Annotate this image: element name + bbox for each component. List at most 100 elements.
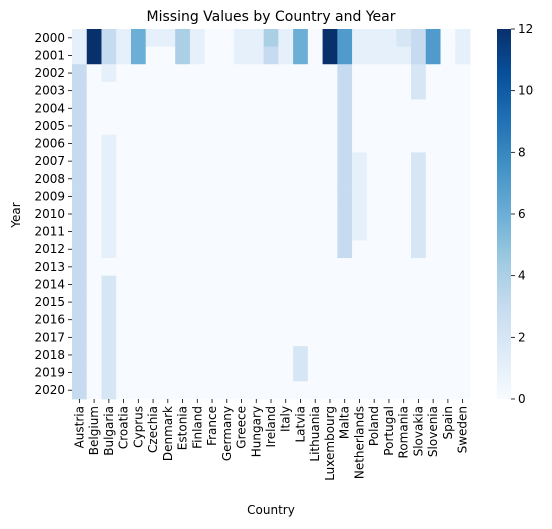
- heatmap-cell: [219, 293, 235, 312]
- heatmap-cell: [278, 381, 294, 400]
- heatmap-cell: [440, 275, 456, 294]
- heatmap-cell: [86, 205, 102, 224]
- heatmap-cell: [189, 240, 206, 259]
- heatmap-cell: [72, 310, 88, 329]
- heatmap-cell: [337, 99, 353, 118]
- x-tick-label: Ireland: [264, 406, 278, 448]
- x-tick-label: Hungary: [249, 406, 263, 457]
- heatmap-cell: [72, 363, 88, 382]
- heatmap-cell: [116, 81, 132, 100]
- heatmap-cell: [234, 346, 250, 365]
- heatmap-cell: [248, 363, 265, 382]
- heatmap-cell: [160, 169, 176, 188]
- heatmap-cell: [204, 310, 220, 329]
- heatmap-cell: [116, 205, 132, 224]
- heatmap-cell: [145, 293, 161, 312]
- heatmap-cell: [411, 152, 427, 171]
- heatmap-cell: [116, 275, 132, 294]
- heatmap-cell: [248, 46, 265, 65]
- heatmap-cell: [307, 187, 323, 206]
- heatmap-cell: [278, 293, 294, 312]
- heatmap-cell: [278, 117, 294, 136]
- heatmap-cell: [352, 381, 368, 400]
- heatmap-cell: [130, 169, 147, 188]
- heatmap-cell: [86, 346, 102, 365]
- heatmap-cell: [263, 222, 279, 241]
- heatmap-cell: [204, 29, 220, 48]
- heatmap-cell: [248, 117, 265, 136]
- heatmap-cell: [145, 46, 161, 65]
- heatmap-cell: [219, 169, 235, 188]
- heatmap-cell: [130, 275, 147, 294]
- heatmap-cell: [86, 46, 102, 65]
- heatmap-cell: [293, 152, 309, 171]
- heatmap-cell: [307, 363, 323, 382]
- x-tick-label: France: [205, 406, 219, 446]
- heatmap-cell: [189, 381, 206, 400]
- heatmap-cell: [263, 187, 279, 206]
- heatmap-cell: [278, 29, 294, 48]
- heatmap-cell: [234, 169, 250, 188]
- heatmap-cell: [175, 46, 191, 65]
- heatmap-cell: [248, 187, 265, 206]
- heatmap-cell: [263, 152, 279, 171]
- heatmap-cell: [248, 64, 265, 83]
- heatmap-cell: [411, 346, 427, 365]
- heatmap-cell: [381, 310, 397, 329]
- heatmap-cell: [130, 240, 147, 259]
- heatmap-cell: [381, 187, 397, 206]
- heatmap-cell: [396, 205, 412, 224]
- heatmap-cell: [130, 310, 147, 329]
- heatmap-cell: [101, 169, 117, 188]
- heatmap-cell: [366, 381, 382, 400]
- heatmap-cell: [440, 99, 456, 118]
- heatmap-cell: [116, 46, 132, 65]
- heatmap-cell: [307, 205, 323, 224]
- heatmap-cell: [72, 381, 88, 400]
- colorbar-tick-label: 4: [518, 269, 526, 283]
- heatmap-cell: [352, 46, 368, 65]
- heatmap-cell: [425, 258, 441, 277]
- heatmap-cell: [322, 222, 338, 241]
- heatmap-cell: [352, 152, 368, 171]
- heatmap-cell: [352, 240, 368, 259]
- heatmap-cell: [293, 346, 309, 365]
- heatmap-cell: [411, 363, 427, 382]
- heatmap-cell: [322, 240, 338, 259]
- heatmap-cell: [86, 169, 102, 188]
- heatmap-cell: [234, 117, 250, 136]
- heatmap-cell: [381, 46, 397, 65]
- heatmap-cell: [440, 169, 456, 188]
- heatmap-cell: [322, 205, 338, 224]
- heatmap-cell: [337, 310, 353, 329]
- heatmap-cell: [425, 169, 441, 188]
- heatmap-cell: [116, 99, 132, 118]
- heatmap-cell: [440, 363, 456, 382]
- heatmap-cell: [204, 152, 220, 171]
- heatmap-cell: [381, 381, 397, 400]
- x-tick-label: Croatia: [117, 406, 131, 449]
- heatmap-cell: [130, 134, 147, 153]
- x-tick-label: Luxembourg: [323, 406, 337, 481]
- heatmap-cell: [189, 64, 206, 83]
- heatmap-cell: [381, 99, 397, 118]
- heatmap-cell: [381, 29, 397, 48]
- y-tick-label: 2011: [34, 225, 65, 239]
- heatmap-cell: [293, 134, 309, 153]
- heatmap-cell: [248, 152, 265, 171]
- heatmap-cell: [381, 346, 397, 365]
- heatmap-cell: [86, 275, 102, 294]
- heatmap-cell: [101, 46, 117, 65]
- heatmap-cell: [352, 310, 368, 329]
- heatmap-cell: [455, 99, 471, 118]
- heatmap-cell: [307, 46, 323, 65]
- y-tick-label: 2016: [34, 313, 65, 327]
- heatmap-cell: [189, 363, 206, 382]
- heatmap-cell: [116, 258, 132, 277]
- heatmap-cell: [396, 275, 412, 294]
- heatmap-cell: [352, 258, 368, 277]
- heatmap-cell: [175, 363, 191, 382]
- heatmap-cell: [455, 328, 471, 347]
- heatmap-cell: [440, 258, 456, 277]
